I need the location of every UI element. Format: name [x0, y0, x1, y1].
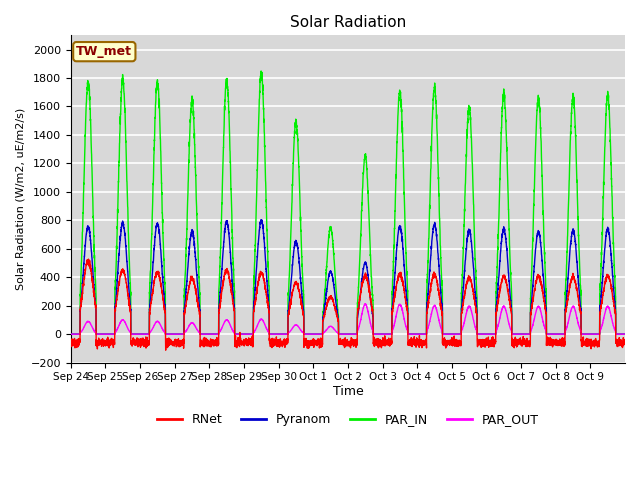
Legend: RNet, Pyranom, PAR_IN, PAR_OUT: RNet, Pyranom, PAR_IN, PAR_OUT	[152, 408, 544, 431]
Title: Solar Radiation: Solar Radiation	[290, 15, 406, 30]
Text: TW_met: TW_met	[76, 45, 132, 58]
Y-axis label: Solar Radiation (W/m2, uE/m2/s): Solar Radiation (W/m2, uE/m2/s)	[15, 108, 25, 290]
X-axis label: Time: Time	[333, 385, 364, 398]
